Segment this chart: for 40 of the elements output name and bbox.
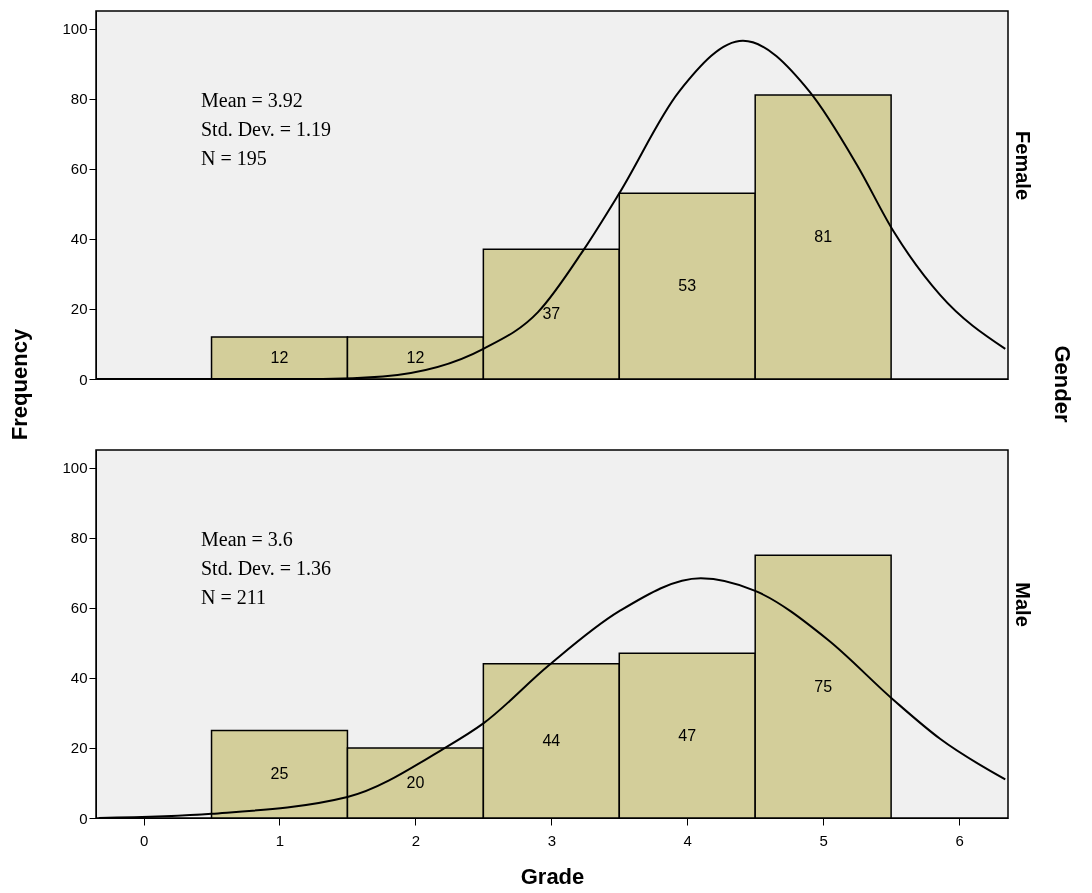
x-tick-label: 1: [275, 831, 285, 849]
legend-title: Gender: [1050, 345, 1075, 423]
data-label: 81: [814, 228, 833, 246]
y-tick-label: 20: [70, 739, 88, 757]
data-label: 47: [678, 726, 697, 744]
y-tick-label: 40: [70, 669, 88, 687]
x-tick-label: 2: [411, 831, 421, 849]
data-label: 44: [542, 731, 561, 749]
y-tick-label: 100: [62, 459, 88, 477]
data-label: 53: [678, 277, 697, 295]
y-tick-label: 80: [70, 529, 88, 547]
x-tick-label: 6: [955, 831, 964, 849]
y-tick-label: 100: [62, 20, 88, 38]
y-tick-label: 60: [70, 599, 88, 617]
annotation: Std. Dev. = 1.19: [201, 118, 331, 140]
data-label: 25: [270, 765, 289, 783]
data-label: 75: [814, 677, 833, 695]
data-label: 12: [406, 348, 425, 366]
x-tick-label: 4: [683, 831, 692, 849]
y-tick-label: 0: [79, 809, 88, 827]
annotation: Mean = 3.6: [201, 528, 293, 550]
annotation: N = 195: [201, 147, 267, 169]
y-tick-label: 40: [70, 230, 88, 248]
y-tick-label: 20: [70, 300, 88, 318]
data-label: 37: [542, 305, 561, 323]
data-label: 20: [406, 773, 425, 791]
x-tick-label: 5: [819, 831, 828, 849]
annotation: N = 211: [201, 586, 266, 608]
annotation: Std. Dev. = 1.36: [201, 557, 331, 579]
annotation: Mean = 3.92: [201, 89, 303, 111]
y2-axis-title: Male: [1012, 582, 1034, 627]
data-label: 12: [270, 348, 289, 366]
y-tick-label: 0: [79, 370, 88, 388]
y-tick-label: 80: [70, 90, 88, 108]
y-axis-title: Frequency: [7, 328, 33, 441]
x-axis-title: Grade: [520, 863, 585, 889]
x-tick-label: 0: [139, 831, 149, 849]
x-tick-label: 3: [547, 831, 556, 849]
y-tick-label: 60: [70, 160, 88, 178]
y2-axis-title: Female: [1012, 131, 1034, 201]
